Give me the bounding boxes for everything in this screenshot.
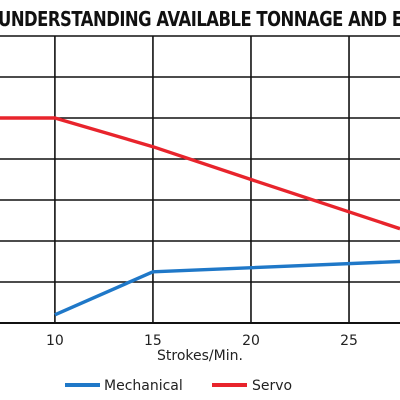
- x-tick-label: 10: [46, 333, 64, 349]
- legend: Mechanical Servo: [65, 378, 292, 394]
- x-tick-labels: 10 15 20 25: [46, 333, 358, 349]
- x-tick-label: 15: [144, 333, 162, 349]
- series-lines: [0, 116, 400, 317]
- grid: [0, 35, 400, 324]
- x-axis-label: Strokes/Min.: [157, 348, 243, 364]
- chart-title: UNDERSTANDING AVAILABLE TONNAGE AND ENER…: [0, 7, 400, 31]
- x-tick-label: 20: [242, 333, 260, 349]
- legend-label-servo: Servo: [252, 378, 292, 394]
- x-tick-label: 25: [340, 333, 358, 349]
- legend-label-mechanical: Mechanical: [104, 378, 183, 394]
- series-line-mechanical: [54, 259, 400, 317]
- series-line-servo: [0, 116, 400, 231]
